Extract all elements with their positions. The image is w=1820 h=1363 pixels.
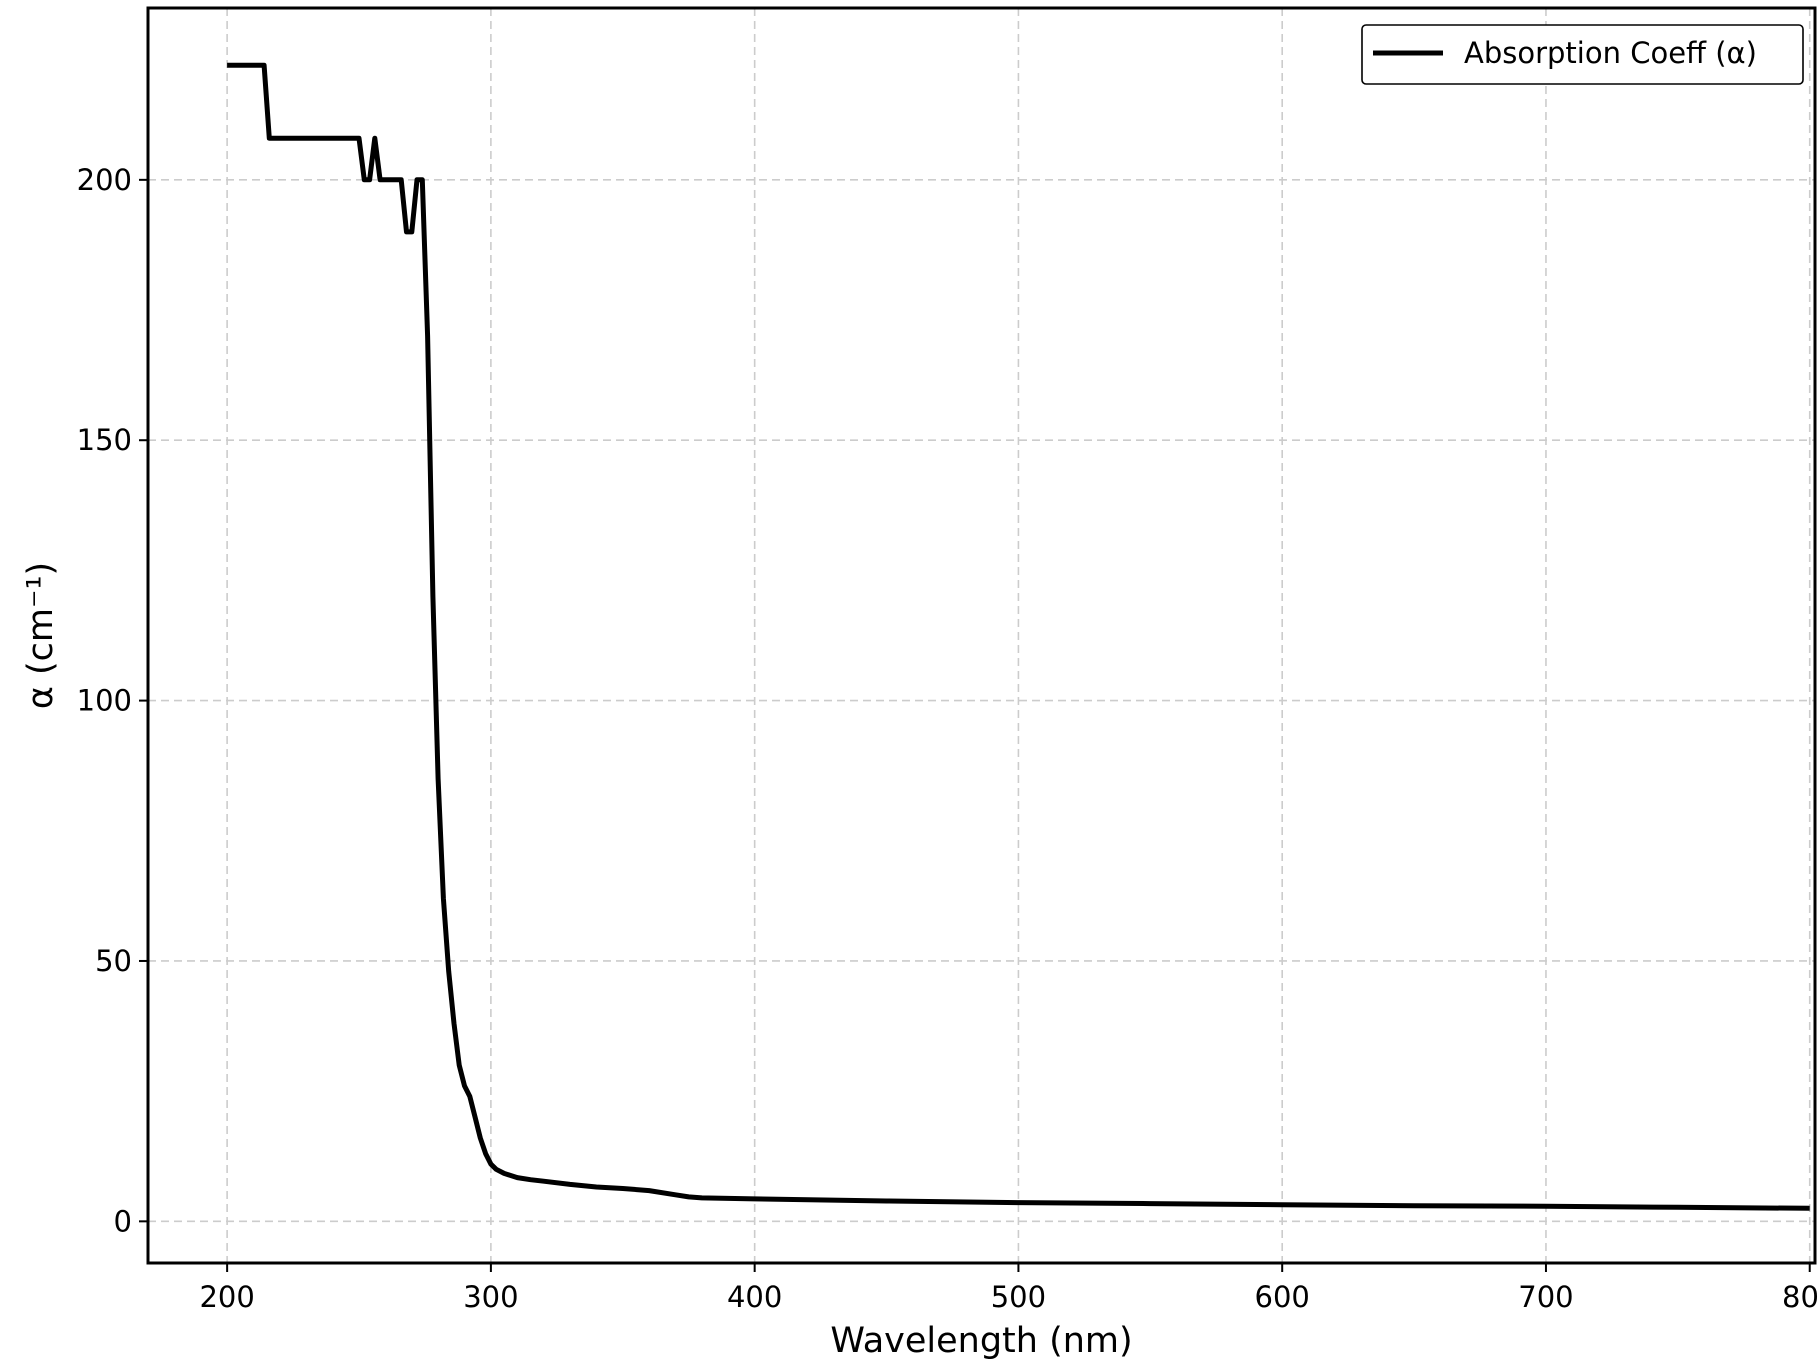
x-tick-label: 400 xyxy=(727,1280,782,1314)
y-tick-label: 100 xyxy=(77,684,132,718)
x-tick-label: 500 xyxy=(991,1280,1046,1314)
x-tick-label: 800 xyxy=(1782,1280,1820,1314)
x-tick-label: 600 xyxy=(1255,1280,1310,1314)
y-tick-label: 50 xyxy=(95,944,132,978)
legend: Absorption Coeff (α) xyxy=(1361,24,1804,85)
y-axis-label: α (cm⁻¹) xyxy=(21,562,61,709)
series-layer xyxy=(227,62,1810,1211)
x-tick-label: 700 xyxy=(1518,1280,1573,1314)
x-tick-label: 200 xyxy=(199,1280,254,1314)
y-tick-label: 200 xyxy=(77,163,132,197)
grid-lines xyxy=(148,8,1815,1263)
x-tick-label: 300 xyxy=(463,1280,518,1314)
plot-frame xyxy=(146,6,1817,1265)
y-tick-label: 150 xyxy=(77,423,132,457)
legend-entry-label: Absorption Coeff (α) xyxy=(1464,36,1757,70)
x-axis-label: Wavelength (nm) xyxy=(830,1321,1132,1361)
axis-ticks: 200 300 400 500 600 700 800 0 50 100 150 200 xyxy=(77,163,1820,1314)
series-line-absorption xyxy=(227,62,1810,1211)
y-tick-label: 0 xyxy=(114,1204,132,1238)
legend-box xyxy=(1361,24,1804,85)
